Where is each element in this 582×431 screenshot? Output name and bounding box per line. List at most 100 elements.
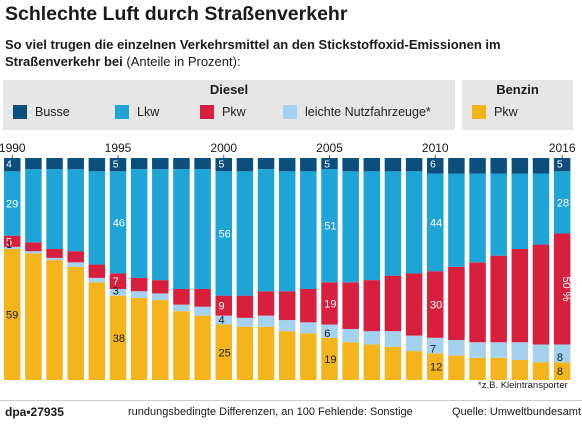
bar-diesel-pkw-1999 [194, 288, 211, 307]
bar-lkw-2007 [363, 171, 381, 281]
bar-busse-2014 [511, 158, 529, 174]
bar-lkw-2010 [427, 173, 444, 272]
data-label-diesel-pkw-2000: 9 [219, 301, 225, 313]
bar-benzin-pkw-2000 [215, 324, 232, 380]
bar-busse-2007 [363, 158, 381, 172]
bar-leichte-nutzfahrzeuge-2015 [532, 344, 550, 363]
bar-diesel-pkw-2005 [321, 282, 338, 325]
bar-leichte-nutzfahrzeuge-2006 [342, 328, 359, 343]
bar-busse-2004 [300, 158, 317, 172]
legend-diesel-heading: Diesel [209, 82, 249, 97]
data-label-diesel-pkw-2016: 50 % [560, 276, 572, 301]
data-label-benzin-pkw-2005: 19 [324, 354, 336, 366]
data-label-benzin-pkw-1990: 59 [6, 310, 18, 322]
bar-diesel-pkw-2015 [532, 244, 550, 345]
bar-busse-1997 [152, 158, 169, 170]
bar-leichte-nutzfahrzeuge-2012 [469, 342, 486, 358]
bar-diesel-pkw-2000 [215, 295, 232, 316]
bar-leichte-nutzfahrzeuge-1990 [4, 246, 21, 250]
chart-subtitle: So viel trugen die einzelnen Verkehrsmit… [5, 36, 575, 70]
bar-benzin-pkw-1990 [4, 249, 21, 380]
bar-diesel-pkw-1993 [67, 251, 84, 263]
bar-benzin-pkw-1996 [130, 297, 148, 380]
bar-benzin-pkw-1998 [173, 311, 190, 380]
tick-label-1990: 1990 [0, 141, 26, 155]
bar-lkw-2013 [490, 173, 507, 256]
bar-leichte-nutzfahrzeuge-2008 [384, 331, 402, 347]
bar-lkw-2011 [448, 173, 465, 267]
bar-leichte-nutzfahrzeuge-2003 [278, 320, 296, 332]
bar-leichte-nutzfahrzeuge-1991 [25, 251, 42, 254]
bar-leichte-nutzfahrzeuge-1999 [194, 306, 211, 316]
bar-busse-1992 [46, 158, 63, 170]
data-label-lkw-2005: 51 [324, 221, 336, 233]
bar-busse-1996 [130, 158, 148, 170]
bar-busse-2011 [448, 158, 465, 174]
bar-leichte-nutzfahrzeuge-2001 [236, 317, 254, 327]
bar-leichte-nutzfahrzeuge-2000 [215, 315, 232, 325]
bar-diesel-pkw-2001 [236, 295, 254, 318]
data-label-benzin-pkw-2000: 25 [219, 347, 231, 359]
bar-benzin-pkw-2001 [236, 326, 254, 380]
bar-diesel-pkw-2008 [384, 275, 402, 332]
bar-benzin-pkw-2004 [300, 333, 317, 380]
legend-label-benzin-pkw: Pkw [494, 105, 518, 119]
legend-diesel-box [3, 80, 455, 130]
data-label-busse-1990: 4 [6, 159, 12, 171]
legend-item-nutzfahrzeuge: leichte Nutzfahrzeuge* [283, 104, 431, 120]
bar-busse-1994 [88, 158, 106, 172]
bar-busse-1995 [109, 158, 127, 172]
bar-diesel-pkw-2002 [257, 291, 275, 316]
data-label-benzin-pkw-2016: 8 [557, 366, 563, 378]
bar-benzin-pkw-2015 [532, 362, 550, 380]
data-label-leichte-nutzfahrzeuge-1995: 3 [113, 286, 119, 298]
bar-lkw-2009 [405, 171, 423, 274]
bar-diesel-pkw-1990 [4, 235, 21, 247]
bar-diesel-pkw-2016 [553, 233, 571, 345]
legend-swatch-nutzfahrzeuge [283, 105, 297, 119]
bar-diesel-pkw-2014 [511, 249, 529, 343]
data-label-diesel-pkw-1990: 5 [6, 236, 12, 248]
subtitle-main: So viel trugen die einzelnen Verkehrsmit… [5, 37, 501, 69]
bar-leichte-nutzfahrzeuge-2002 [257, 315, 275, 327]
bar-busse-2001 [236, 158, 254, 172]
bar-benzin-pkw-2011 [448, 355, 465, 380]
bar-diesel-pkw-1996 [130, 277, 148, 292]
bar-leichte-nutzfahrzeuge-2010 [427, 337, 444, 354]
data-label-leichte-nutzfahrzeuge-1990: 1 [6, 239, 12, 251]
legend-benzin-heading: Benzin [496, 82, 539, 97]
bar-leichte-nutzfahrzeuge-1997 [152, 293, 169, 301]
bar-lkw-1991 [25, 169, 42, 243]
bar-busse-2013 [490, 158, 507, 174]
bar-lkw-2012 [469, 173, 486, 263]
bar-lkw-1995 [109, 171, 127, 274]
bar-benzin-pkw-1999 [194, 315, 211, 380]
bar-busse-1993 [67, 158, 84, 170]
bar-busse-2006 [342, 158, 359, 172]
legend-label-busse: Busse [35, 105, 70, 119]
data-label-diesel-pkw-2005: 19 [324, 298, 336, 310]
bar-lkw-2000 [215, 171, 232, 296]
bar-lkw-2016 [553, 171, 571, 234]
bar-leichte-nutzfahrzeuge-1992 [46, 257, 63, 261]
bar-leichte-nutzfahrzeuge-2016 [553, 344, 571, 363]
bar-diesel-pkw-2006 [342, 282, 359, 329]
legend-item-diesel-pkw: Pkw [200, 104, 246, 120]
bar-diesel-pkw-1995 [109, 273, 127, 289]
tick-label-2016: 2016 [549, 141, 576, 155]
data-label-diesel-pkw-2010: 30 [430, 300, 442, 312]
bar-busse-2008 [384, 158, 402, 172]
data-label-lkw-1995: 46 [113, 217, 125, 229]
legend-label-diesel-pkw: Pkw [222, 105, 246, 119]
legend-swatch-busse [13, 105, 27, 119]
footer-note: rundungsbedingte Differenzen, an 100 Feh… [128, 406, 413, 418]
bar-busse-2000 [215, 158, 232, 172]
bar-benzin-pkw-2003 [278, 331, 296, 380]
legend-item-busse: Busse [13, 104, 70, 120]
bar-benzin-pkw-1992 [46, 260, 63, 380]
bar-lkw-2015 [532, 173, 550, 245]
bar-benzin-pkw-2002 [257, 326, 275, 380]
data-label-diesel-pkw-1995: 7 [113, 276, 119, 288]
bar-lkw-1996 [130, 169, 148, 278]
bar-benzin-pkw-1994 [88, 282, 106, 380]
